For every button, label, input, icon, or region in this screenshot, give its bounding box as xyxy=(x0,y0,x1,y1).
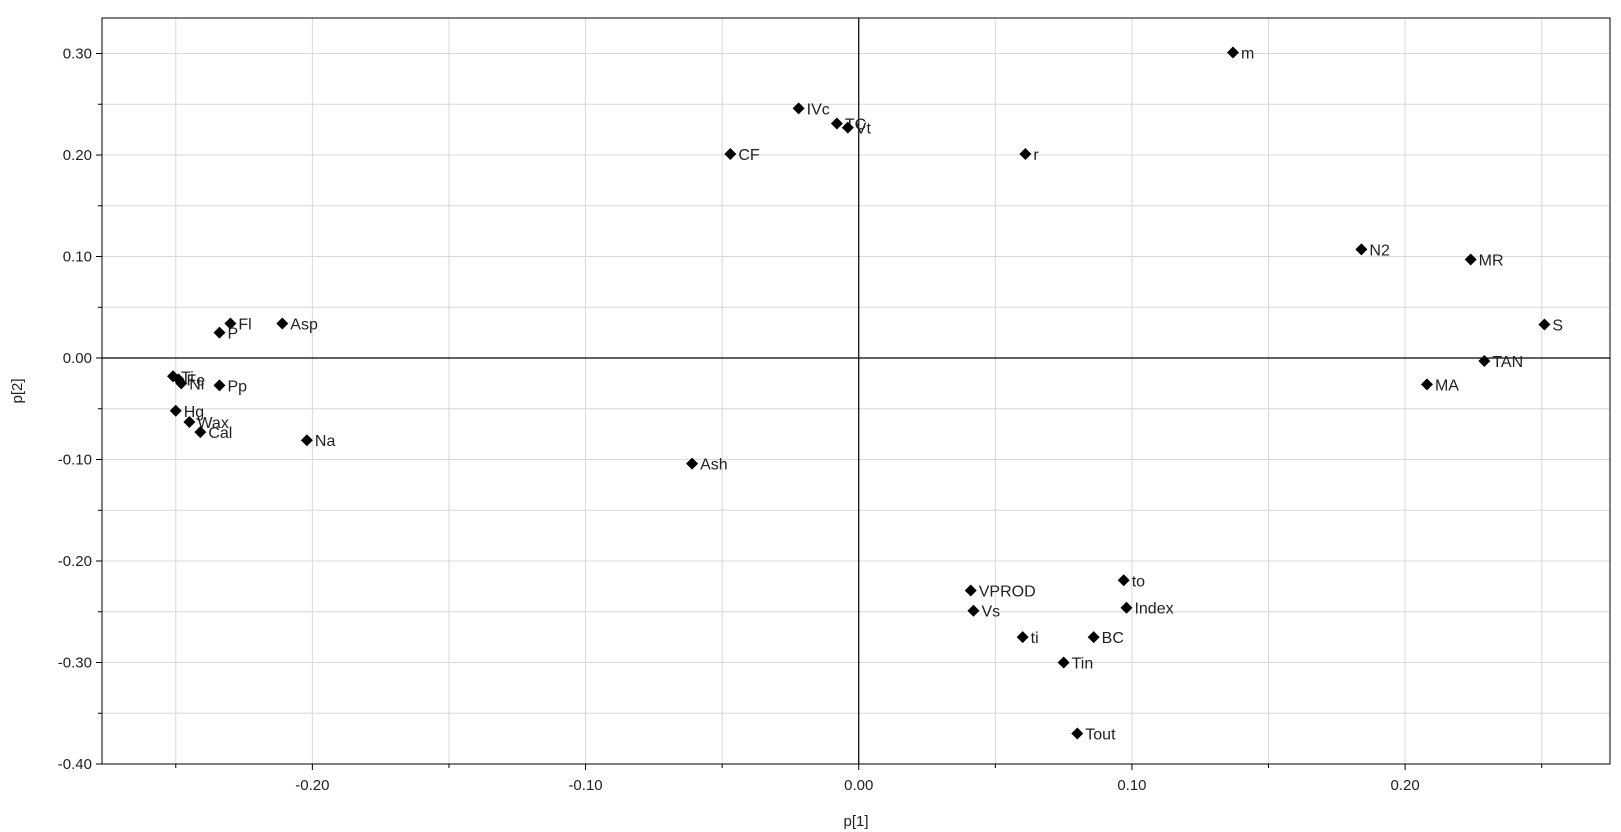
point-label-tout: Tout xyxy=(1085,727,1116,744)
point-marker-fl xyxy=(224,317,237,330)
x-tick-label: 0.00 xyxy=(844,777,873,794)
point-label-ivc: IVc xyxy=(807,101,830,118)
y-tick-label: 0.30 xyxy=(63,46,92,63)
point-label-n2: N2 xyxy=(1369,242,1390,259)
point-marker-hg xyxy=(169,404,182,417)
point-marker-to xyxy=(1117,574,1130,587)
x-axis-title: p[1] xyxy=(843,813,868,830)
point-label-pp: Pp xyxy=(227,378,247,395)
point-label-ma: MA xyxy=(1435,377,1459,394)
point-label-fl: Fl xyxy=(238,317,251,334)
point-marker-tc xyxy=(830,117,843,130)
point-label-wax: Wax xyxy=(197,415,228,432)
point-label-tan: TAN xyxy=(1492,354,1523,371)
x-tick-label: 0.20 xyxy=(1391,777,1420,794)
point-label-ash: Ash xyxy=(700,457,728,474)
point-marker-vprod xyxy=(964,584,977,597)
point-label-p: P xyxy=(227,326,238,343)
point-label-index: Index xyxy=(1134,601,1173,618)
point-marker-vt xyxy=(841,121,854,134)
point-marker-tin xyxy=(1057,656,1070,669)
point-marker-p xyxy=(213,326,226,339)
x-tick-label: 0.10 xyxy=(1117,777,1146,794)
point-marker-s xyxy=(1538,318,1551,331)
point-label-m: m xyxy=(1241,46,1254,63)
point-marker-mr xyxy=(1464,253,1477,266)
y-tick-label: -0.40 xyxy=(58,756,92,773)
point-marker-tout xyxy=(1071,727,1084,740)
tick-labels: -0.20 -0.10 0.00 0.10 0.20 0.30 0.20 0.10 0.00 -0… xyxy=(58,46,1543,794)
point-marker-r xyxy=(1019,148,1032,161)
x-tick-label: -0.20 xyxy=(295,777,329,794)
point-label-r: r xyxy=(1033,147,1039,164)
grid xyxy=(102,18,1610,765)
point-marker-ni xyxy=(175,377,188,390)
point-marker-ti xyxy=(1016,631,1029,644)
point-marker-na xyxy=(300,434,313,447)
axes xyxy=(101,17,1611,765)
point-label-mr: MR xyxy=(1479,253,1504,270)
point-label-ni: Ni xyxy=(189,376,204,393)
point-marker-cf xyxy=(724,148,737,161)
x-tick-label: -0.10 xyxy=(568,777,602,794)
point-label-s: S xyxy=(1552,318,1563,335)
point-marker-m xyxy=(1227,46,1239,59)
point-label-vt: Vt xyxy=(856,121,872,138)
point-marker-n2 xyxy=(1355,243,1368,256)
point-marker-ivc xyxy=(792,102,805,115)
point-label-vprod: VPROD xyxy=(979,583,1036,600)
point-label-tin: Tin xyxy=(1072,656,1094,673)
point-label-ti: ti xyxy=(1031,630,1039,647)
y-tick-label: -0.10 xyxy=(58,452,92,469)
point-marker-pp xyxy=(213,379,226,392)
point-marker-cal xyxy=(194,426,207,439)
point-marker-tan xyxy=(1478,355,1491,368)
point-marker-wax xyxy=(183,415,196,428)
point-marker-vs xyxy=(967,604,980,617)
point-marker-ma xyxy=(1420,378,1433,391)
point-marker-ash xyxy=(686,457,699,470)
y-tick-label: 0.00 xyxy=(63,350,92,367)
point-label-bc: BC xyxy=(1102,630,1124,647)
y-tick-label: -0.20 xyxy=(58,553,92,570)
point-label-vs: Vs xyxy=(981,604,1000,621)
plot-frame xyxy=(101,17,1611,765)
point-label-fe: Fe xyxy=(186,372,205,389)
point-marker-index xyxy=(1120,601,1133,614)
point-label-asp: Asp xyxy=(290,317,318,334)
point-label-to: to xyxy=(1132,573,1145,590)
point-label-cf: CF xyxy=(738,147,760,164)
y-axis-title: p[2] xyxy=(9,378,26,403)
point-label-cal: Cal xyxy=(208,425,232,442)
point-label-na: Na xyxy=(315,433,336,450)
y-tick-label: 0.20 xyxy=(63,147,92,164)
y-tick-label: 0.10 xyxy=(63,249,92,266)
point-marker-bc xyxy=(1087,631,1100,644)
point-marker-asp xyxy=(276,317,289,330)
y-tick-label: -0.30 xyxy=(58,655,92,672)
